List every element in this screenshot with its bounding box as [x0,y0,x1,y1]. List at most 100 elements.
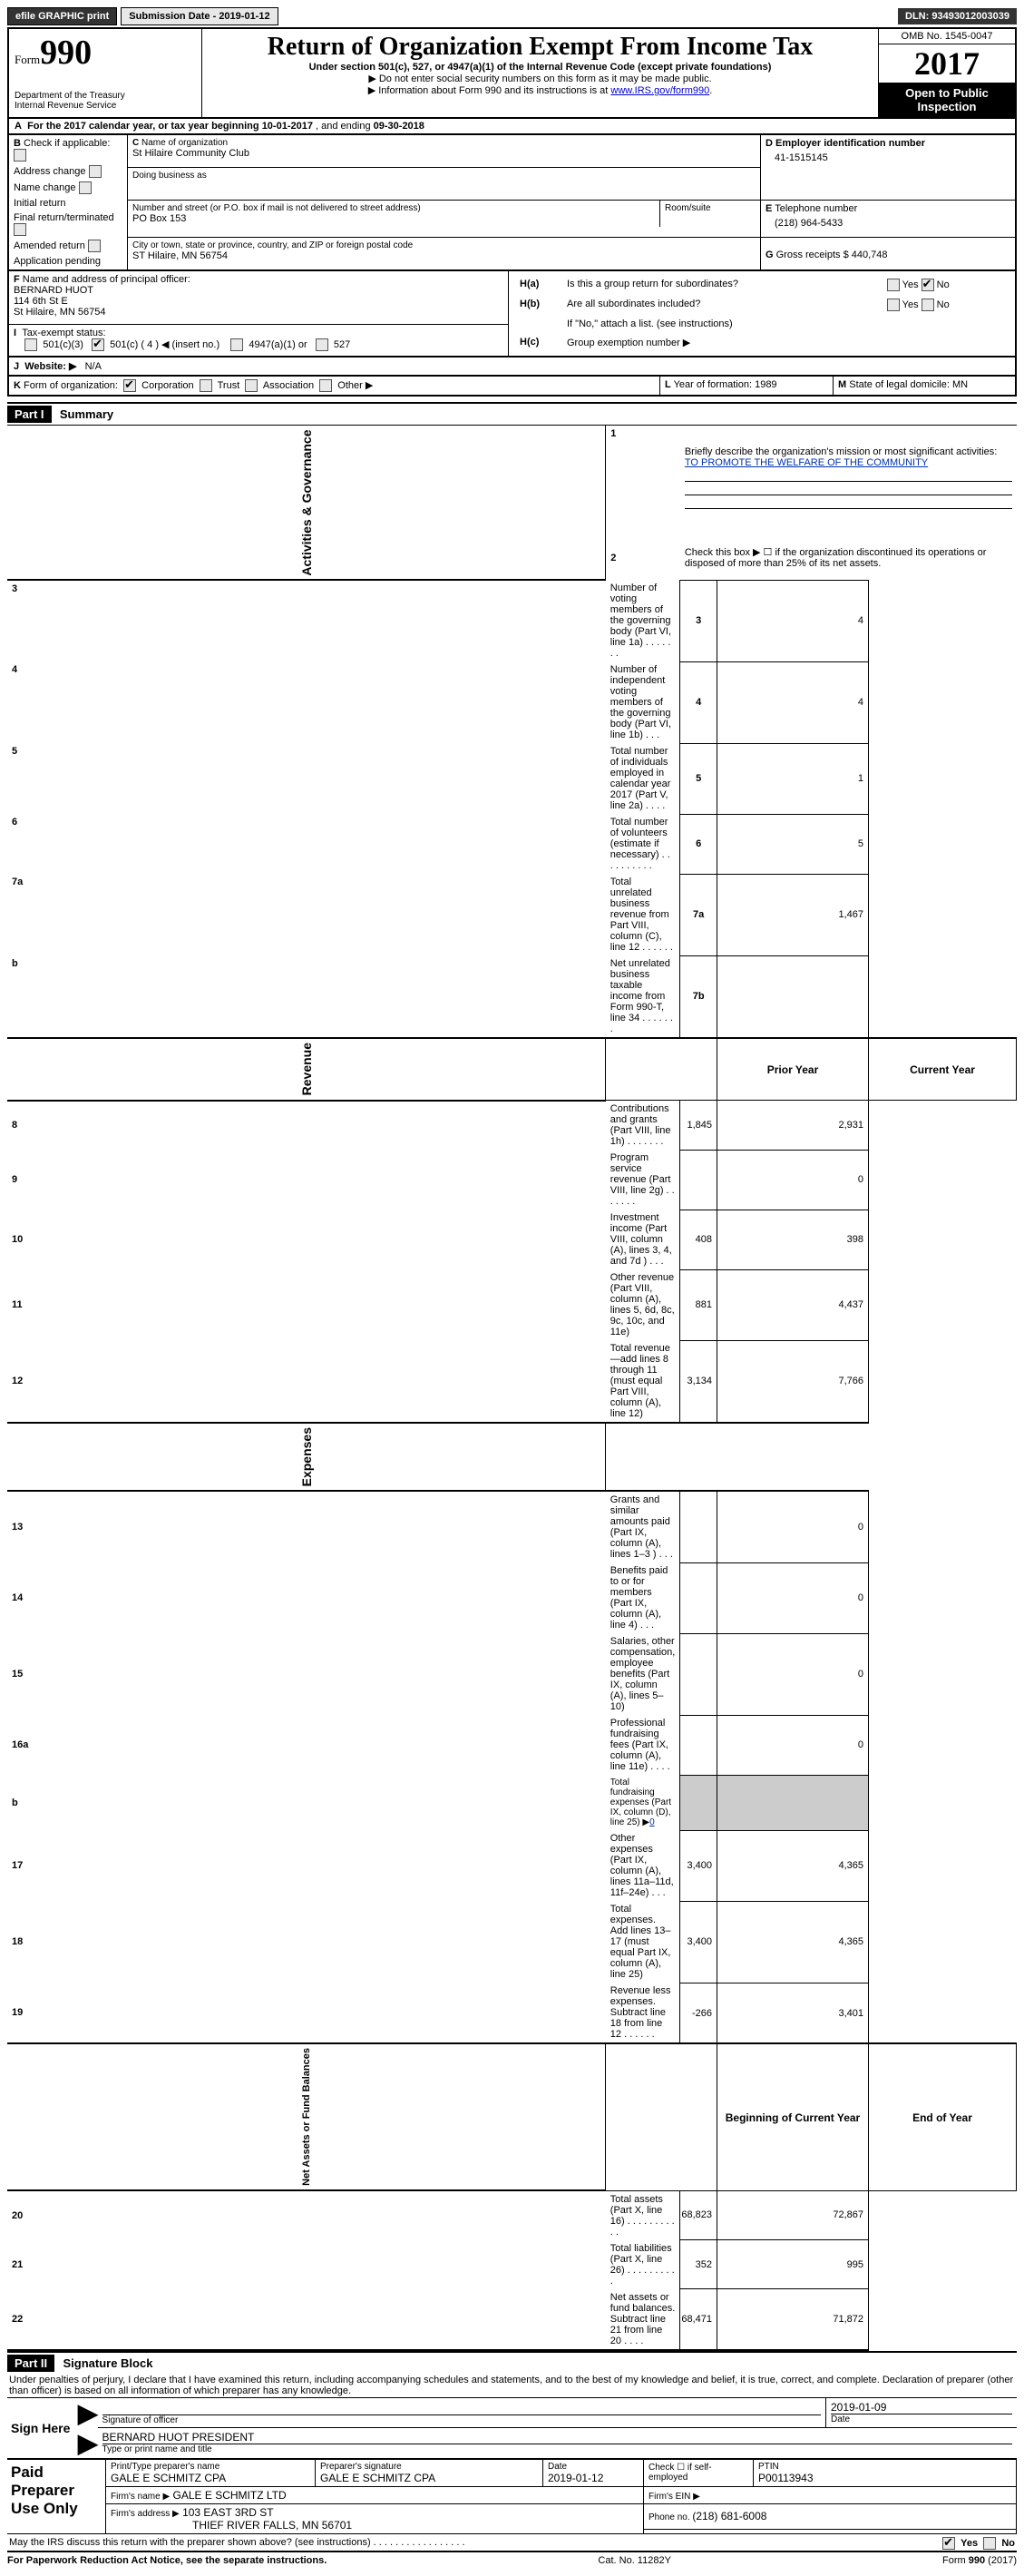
street-label: Number and street (or P.O. box if mail i… [132,203,655,213]
open-to-public: Open to Public Inspection [879,83,1015,117]
table-row: b Net unrelated business taxable income … [7,955,1017,1038]
end-year-header: End of Year [869,2043,1017,2190]
firm-addr2: THIEF RIVER FALLS, MN 56701 [111,2519,639,2532]
year-formation-label: Year of formation: [674,379,755,390]
form-prefix: Form [15,53,40,66]
table-row: 19 Revenue less expenses. Subtract line … [7,1983,1017,2043]
checkbox-ha-no[interactable] [922,279,934,291]
checkbox-corp[interactable] [123,379,136,392]
hb-label: Are all subordinates included? [567,299,700,309]
topbar: efile GRAPHIC print Submission Date - 20… [7,7,1017,25]
checkbox-amended[interactable] [88,240,101,252]
table-row: 4 Number of independent voting members o… [7,661,1017,743]
gross-receipts-label: Gross receipts $ [776,250,852,260]
officer-street: 114 6th St E [14,296,503,307]
amended-label: Amended return [14,240,85,251]
city-value: ST Hilaire, MN 56754 [132,250,756,261]
checkbox-501c[interactable] [92,338,104,351]
efile-print-button[interactable]: efile GRAPHIC print [7,7,117,25]
sig-officer-label: Signature of officer [102,2415,821,2425]
irs-link[interactable]: www.IRS.gov/form990 [610,85,709,96]
phone-label: Telephone number [775,203,857,214]
table-row: 18 Total expenses. Add lines 13–17 (must… [7,1901,1017,1983]
checkbox-ha-yes[interactable] [887,279,900,291]
mission-text: TO PROMOTE THE WELFARE OF THE COMMUNITY [685,457,1012,468]
initial-return-label: Initial return [14,198,65,209]
sig-date: 2019-01-09 [831,2401,1012,2414]
firm-ein-label: Firm's EIN ▶ [649,2492,700,2502]
prior-year-header: Prior Year [717,1038,869,1100]
firm-addr1: 103 EAST 3RD ST [182,2506,274,2519]
state-domicile-value: MN [952,379,968,390]
table-row: 8 Contributions and grants (Part VIII, l… [7,1101,1017,1151]
checkbox-501c3[interactable] [24,338,37,351]
street-value: PO Box 153 [132,213,655,224]
dba-label: Doing business as [132,171,756,181]
table-row: b Total fundraising expenses (Part IX, c… [7,1775,1017,1830]
ptin-label: PTIN [758,2462,1011,2472]
table-row: 21 Total liabilities (Part X, line 26) .… [7,2240,1017,2289]
q2-label: Check this box ▶ ☐ if the organization d… [680,536,1017,580]
sig-arrow-icon-2: ▶ [78,2429,98,2457]
prep-date: 2019-01-12 [548,2472,639,2484]
checkbox-4947[interactable] [230,338,243,351]
irs-label: Internal Revenue Service [15,101,196,111]
firm-name: GALE E SCHMITZ LTD [173,2489,287,2502]
website-label: Website: ▶ [24,361,76,372]
sig-arrow-icon: ▶ [78,2399,98,2427]
checkbox-discuss-yes[interactable] [942,2537,955,2550]
begin-year-header: Beginning of Current Year [717,2043,869,2190]
org-info-block: B Check if applicable: Address change Na… [7,134,1017,270]
checkbox-addr-change[interactable] [89,165,102,178]
form-number: 990 [40,34,92,72]
check-self-employed: Check ☐ if self-employed [649,2463,748,2483]
checkbox-other[interactable] [319,379,332,392]
officer-city: St Hilaire, MN 56754 [14,307,503,318]
form-org-label: Form of organization: [24,380,118,391]
instruction-link: ▶ Information about Form 990 and its ins… [208,84,873,96]
table-row: 5 Total number of individuals employed i… [7,743,1017,814]
ha-label: Is this a group return for subordinates? [567,279,738,289]
klm-row: K Form of organization: Corporation Trus… [7,376,1017,397]
ptin-value: P00113943 [758,2472,1011,2484]
sign-here-label: Sign Here [7,2398,78,2459]
checkbox-discuss-no[interactable] [983,2537,996,2550]
checkbox-final[interactable] [14,223,26,236]
checkbox-name-change[interactable] [79,181,92,194]
checkbox-trust[interactable] [200,379,212,392]
ein-value: 41-1515145 [775,152,1010,163]
form-header: Form990 Department of the Treasury Inter… [7,27,1017,119]
dln-label: DLN: 93493012003039 [898,8,1017,24]
vert-net-assets: Net Assets or Fund Balances [7,2043,606,2190]
vert-expenses: Expenses [7,1423,606,1491]
table-row: 9 Program service revenue (Part VIII, li… [7,1150,1017,1210]
ein-label: Employer identification number [775,138,925,149]
table-row: 20 Total assets (Part X, line 16) . . . … [7,2190,1017,2240]
officer-h-block: F Name and address of principal officer:… [7,270,1017,357]
signature-table: Sign Here ▶ Signature of officer 2019-01… [7,2398,1017,2460]
officer-label: Name and address of principal officer: [23,274,190,285]
submission-date-label: Submission Date - 2019-01-12 [121,7,278,25]
line-a-tax-year: A For the 2017 calendar year, or tax yea… [7,119,1017,134]
pending-label: Application pending [14,256,101,267]
firm-addr-label: Firm's address ▶ [111,2509,180,2519]
form-subtitle: Under section 501(c), 527, or 4947(a)(1)… [208,62,873,73]
prep-name: GALE E SCHMITZ CPA [111,2472,310,2484]
table-row: 14 Benefits paid to or for members (Part… [7,1562,1017,1633]
check-if-applicable: Check if applicable: [24,138,110,149]
form-title: Return of Organization Exempt From Incom… [208,33,873,62]
part2-title: Signature Block [57,2356,152,2370]
checkbox-assoc[interactable] [245,379,258,392]
vert-activities-governance: Activities & Governance [7,426,606,581]
website-value: N/A [85,361,102,372]
table-row: 12 Total revenue—add lines 8 through 11 … [7,1340,1017,1423]
q1-label: Briefly describe the organization's miss… [685,446,1012,457]
firm-name-label: Firm's name ▶ [111,2492,170,2502]
checkbox-527[interactable] [316,338,328,351]
checkbox-hb-no[interactable] [922,299,934,311]
table-row: 7a Total unrelated business revenue from… [7,874,1017,955]
checkbox-hb-yes[interactable] [887,299,900,311]
part1-badge: Part I [7,406,52,423]
room-label: Room/suite [665,203,756,213]
checkbox-applicable[interactable] [14,149,26,162]
